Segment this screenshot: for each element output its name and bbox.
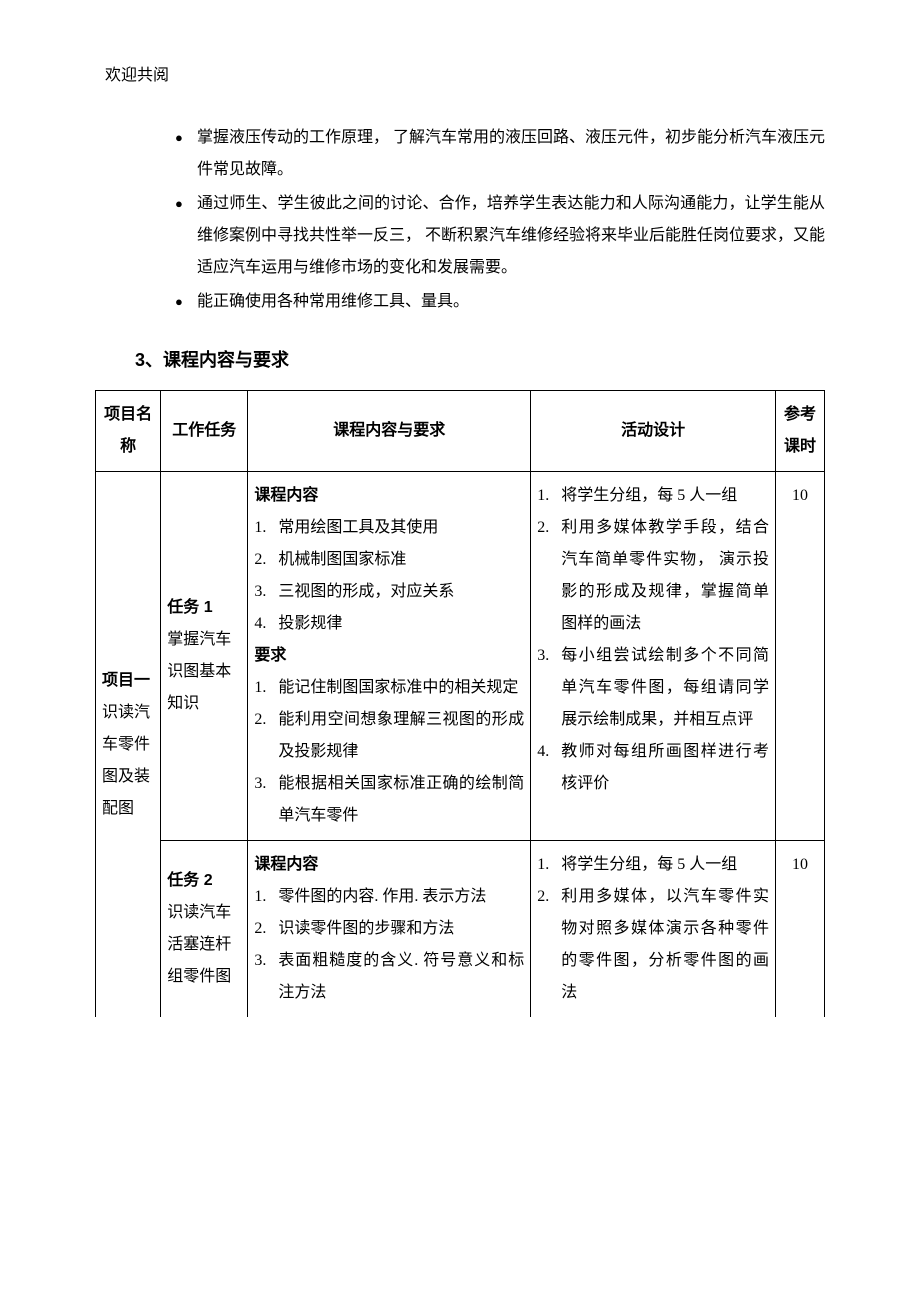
- list-item: 3.表面粗糙度的含义. 符号意义和标注方法: [254, 945, 524, 1009]
- list-item: 2.能利用空间想象理解三视图的形成及投影规律: [254, 704, 524, 768]
- table-header-row: 项目名称 工作任务 课程内容与要求 活动设计 参考课时: [96, 391, 825, 472]
- objectives-list: 掌握液压传动的工作原理， 了解汽车常用的液压回路、液压元件，初步能分析汽车液压元…: [95, 122, 825, 318]
- list-item: 1.将学生分组，每 5 人一组: [537, 849, 769, 881]
- objective-item: 掌握液压传动的工作原理， 了解汽车常用的液压回路、液压元件，初步能分析汽车液压元…: [175, 122, 825, 186]
- task-desc: 掌握汽车识图基本知识: [167, 631, 231, 712]
- content-title: 课程内容: [254, 480, 524, 512]
- project-name: 项目一: [102, 672, 150, 689]
- list-item: 1.能记住制图国家标准中的相关规定: [254, 672, 524, 704]
- list-item: 2.利用多媒体教学手段，结合汽车简单零件实物， 演示投影的形成及规律，掌握简单图…: [537, 512, 769, 640]
- course-table: 项目名称 工作任务 课程内容与要求 活动设计 参考课时 项目一 识读汽车零件图及…: [95, 390, 825, 1017]
- cell-hours: 10: [776, 472, 825, 841]
- list-item: 3.能根据相关国家标准正确的绘制简单汽车零件: [254, 768, 524, 832]
- activity-list: 1.将学生分组，每 5 人一组 2.利用多媒体教学手段，结合汽车简单零件实物， …: [537, 480, 769, 800]
- req-list: 1.能记住制图国家标准中的相关规定 2.能利用空间想象理解三视图的形成及投影规律…: [254, 672, 524, 832]
- cell-content: 课程内容 1.常用绘图工具及其使用 2.机械制图国家标准 3.三视图的形成，对应…: [248, 472, 531, 841]
- cell-task: 任务 2 识读汽车活塞连杆组零件图: [161, 841, 248, 1018]
- document-header: 欢迎共阅: [95, 60, 825, 92]
- list-item: 2.机械制图国家标准: [254, 544, 524, 576]
- table-row: 任务 2 识读汽车活塞连杆组零件图 课程内容 1.零件图的内容. 作用. 表示方…: [96, 841, 825, 1018]
- cell-content: 课程内容 1.零件图的内容. 作用. 表示方法 2.识读零件图的步骤和方法 3.…: [248, 841, 531, 1018]
- table-row: 项目一 识读汽车零件图及装配图 任务 1 掌握汽车识图基本知识 课程内容 1.常…: [96, 472, 825, 841]
- objective-item: 能正确使用各种常用维修工具、量具。: [175, 286, 825, 318]
- req-title: 要求: [254, 640, 524, 672]
- content-list: 1.零件图的内容. 作用. 表示方法 2.识读零件图的步骤和方法 3.表面粗糙度…: [254, 881, 524, 1009]
- list-item: 3.三视图的形成，对应关系: [254, 576, 524, 608]
- project-desc: 识读汽车零件图及装配图: [102, 704, 150, 817]
- list-item: 1.零件图的内容. 作用. 表示方法: [254, 881, 524, 913]
- task-title: 任务 2: [167, 872, 212, 889]
- list-item: 4.投影规律: [254, 608, 524, 640]
- col-header-project: 项目名称: [96, 391, 161, 472]
- list-item: 2.识读零件图的步骤和方法: [254, 913, 524, 945]
- section-heading: 3、课程内容与要求: [95, 342, 825, 378]
- task-desc: 识读汽车活塞连杆组零件图: [167, 904, 231, 985]
- cell-activity: 1.将学生分组，每 5 人一组 2.利用多媒体教学手段，结合汽车简单零件实物， …: [531, 472, 776, 841]
- task-title: 任务 1: [167, 599, 212, 616]
- activity-list: 1.将学生分组，每 5 人一组 2.利用多媒体，以汽车零件实物对照多媒体演示各种…: [537, 849, 769, 1009]
- cell-task: 任务 1 掌握汽车识图基本知识: [161, 472, 248, 841]
- col-header-activity: 活动设计: [531, 391, 776, 472]
- col-header-content: 课程内容与要求: [248, 391, 531, 472]
- list-item: 2.利用多媒体，以汽车零件实物对照多媒体演示各种零件的零件图，分析零件图的画法: [537, 881, 769, 1009]
- col-header-task: 工作任务: [161, 391, 248, 472]
- content-list: 1.常用绘图工具及其使用 2.机械制图国家标准 3.三视图的形成，对应关系 4.…: [254, 512, 524, 640]
- cell-project: 项目一 识读汽车零件图及装配图: [96, 472, 161, 1018]
- cell-hours: 10: [776, 841, 825, 1018]
- cell-activity: 1.将学生分组，每 5 人一组 2.利用多媒体，以汽车零件实物对照多媒体演示各种…: [531, 841, 776, 1018]
- list-item: 4.教师对每组所画图样进行考核评价: [537, 736, 769, 800]
- content-title: 课程内容: [254, 849, 524, 881]
- list-item: 3.每小组尝试绘制多个不同简单汽车零件图，每组请同学展示绘制成果，并相互点评: [537, 640, 769, 736]
- col-header-hours: 参考课时: [776, 391, 825, 472]
- list-item: 1.将学生分组，每 5 人一组: [537, 480, 769, 512]
- list-item: 1.常用绘图工具及其使用: [254, 512, 524, 544]
- objective-item: 通过师生、学生彼此之间的讨论、合作，培养学生表达能力和人际沟通能力，让学生能从维…: [175, 188, 825, 284]
